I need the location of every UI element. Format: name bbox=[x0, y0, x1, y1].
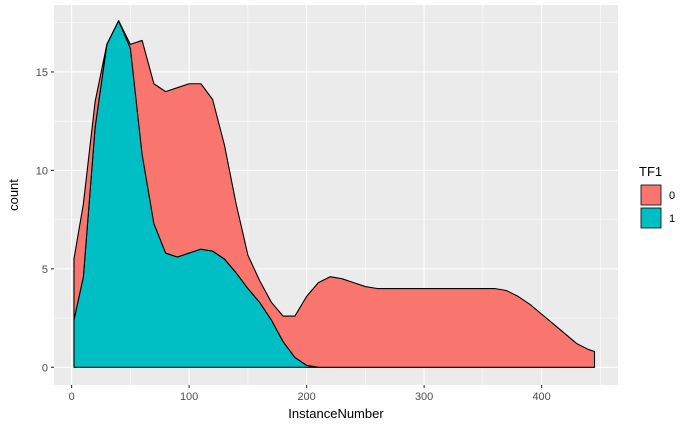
y-axis-title: count bbox=[6, 179, 21, 211]
x-axis: 0 100 200 300 400 bbox=[69, 385, 551, 403]
legend-key-1 bbox=[640, 207, 662, 229]
legend-label-0: 0 bbox=[669, 190, 675, 202]
y-tick-label: 5 bbox=[42, 264, 48, 276]
y-tick-label: 10 bbox=[36, 165, 48, 177]
x-tick-label: 300 bbox=[415, 391, 433, 403]
x-tick-label: 0 bbox=[69, 391, 75, 403]
legend-title: TF1 bbox=[639, 164, 662, 179]
density-areas bbox=[73, 20, 596, 368]
y-tick-label: 0 bbox=[42, 362, 48, 374]
x-tick-label: 100 bbox=[180, 391, 198, 403]
x-axis-title: InstanceNumber bbox=[288, 406, 384, 421]
y-axis: 0 5 10 15 bbox=[36, 67, 54, 374]
legend: TF1 01 bbox=[639, 164, 675, 229]
x-tick-label: 400 bbox=[532, 391, 550, 403]
legend-keys: 01 bbox=[640, 184, 675, 229]
area-series-0 bbox=[73, 20, 596, 368]
x-tick-label: 200 bbox=[297, 391, 315, 403]
y-tick-label: 15 bbox=[36, 67, 48, 79]
legend-label-1: 1 bbox=[669, 213, 675, 225]
legend-key-0 bbox=[640, 184, 662, 206]
